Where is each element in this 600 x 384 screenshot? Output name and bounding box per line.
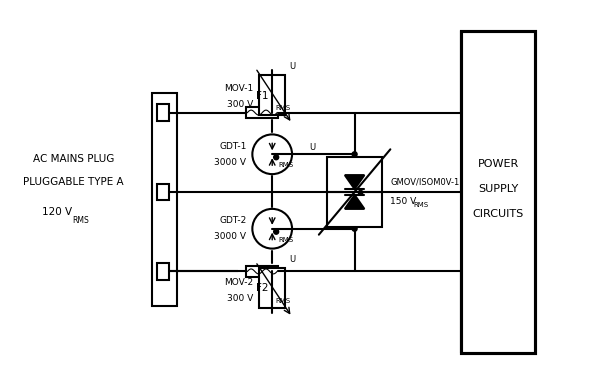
Bar: [259, 268, 285, 308]
Text: 300 V: 300 V: [227, 294, 253, 303]
Circle shape: [358, 190, 363, 195]
Bar: [259, 75, 285, 114]
Text: 120 V: 120 V: [42, 207, 72, 217]
Polygon shape: [345, 175, 364, 189]
Text: 300 V: 300 V: [227, 100, 253, 109]
Text: 150 V: 150 V: [391, 197, 416, 207]
Circle shape: [274, 155, 278, 160]
Text: GDT-2: GDT-2: [219, 216, 247, 225]
Bar: [157, 104, 169, 121]
Text: RMS: RMS: [413, 202, 429, 208]
Bar: [461, 31, 535, 353]
Text: GMOV/ISOM0V-1: GMOV/ISOM0V-1: [391, 177, 460, 187]
Circle shape: [352, 226, 357, 231]
Bar: [247, 107, 278, 118]
Text: RMS: RMS: [72, 216, 89, 225]
Text: RMS: RMS: [278, 237, 293, 243]
Circle shape: [274, 229, 278, 234]
Text: U: U: [289, 255, 295, 265]
Text: F2: F2: [256, 283, 269, 293]
Text: 3000 V: 3000 V: [214, 232, 247, 241]
Circle shape: [270, 226, 275, 231]
Bar: [247, 266, 278, 277]
Polygon shape: [345, 195, 364, 209]
Text: RMS: RMS: [278, 162, 293, 168]
Text: RMS: RMS: [275, 104, 290, 111]
Circle shape: [253, 134, 292, 174]
Circle shape: [352, 152, 357, 157]
Text: F1: F1: [256, 91, 269, 101]
Text: MOV-1: MOV-1: [224, 84, 253, 93]
Text: MOV-2: MOV-2: [224, 278, 253, 287]
Text: PLUGGABLE TYPE A: PLUGGABLE TYPE A: [23, 177, 124, 187]
Text: SUPPLY: SUPPLY: [478, 184, 518, 194]
Text: CIRCUITS: CIRCUITS: [472, 209, 524, 219]
Text: POWER: POWER: [478, 159, 518, 169]
Bar: [327, 157, 382, 227]
Text: U: U: [309, 143, 315, 152]
Bar: [157, 184, 169, 200]
Bar: [157, 263, 169, 280]
Text: 3000 V: 3000 V: [214, 158, 247, 167]
Bar: [152, 93, 177, 306]
Text: U: U: [289, 62, 295, 71]
Text: GDT-1: GDT-1: [219, 142, 247, 151]
Circle shape: [253, 209, 292, 248]
Circle shape: [270, 152, 275, 157]
Text: RMS: RMS: [275, 298, 290, 304]
Text: AC MAINS PLUG: AC MAINS PLUG: [33, 154, 115, 164]
